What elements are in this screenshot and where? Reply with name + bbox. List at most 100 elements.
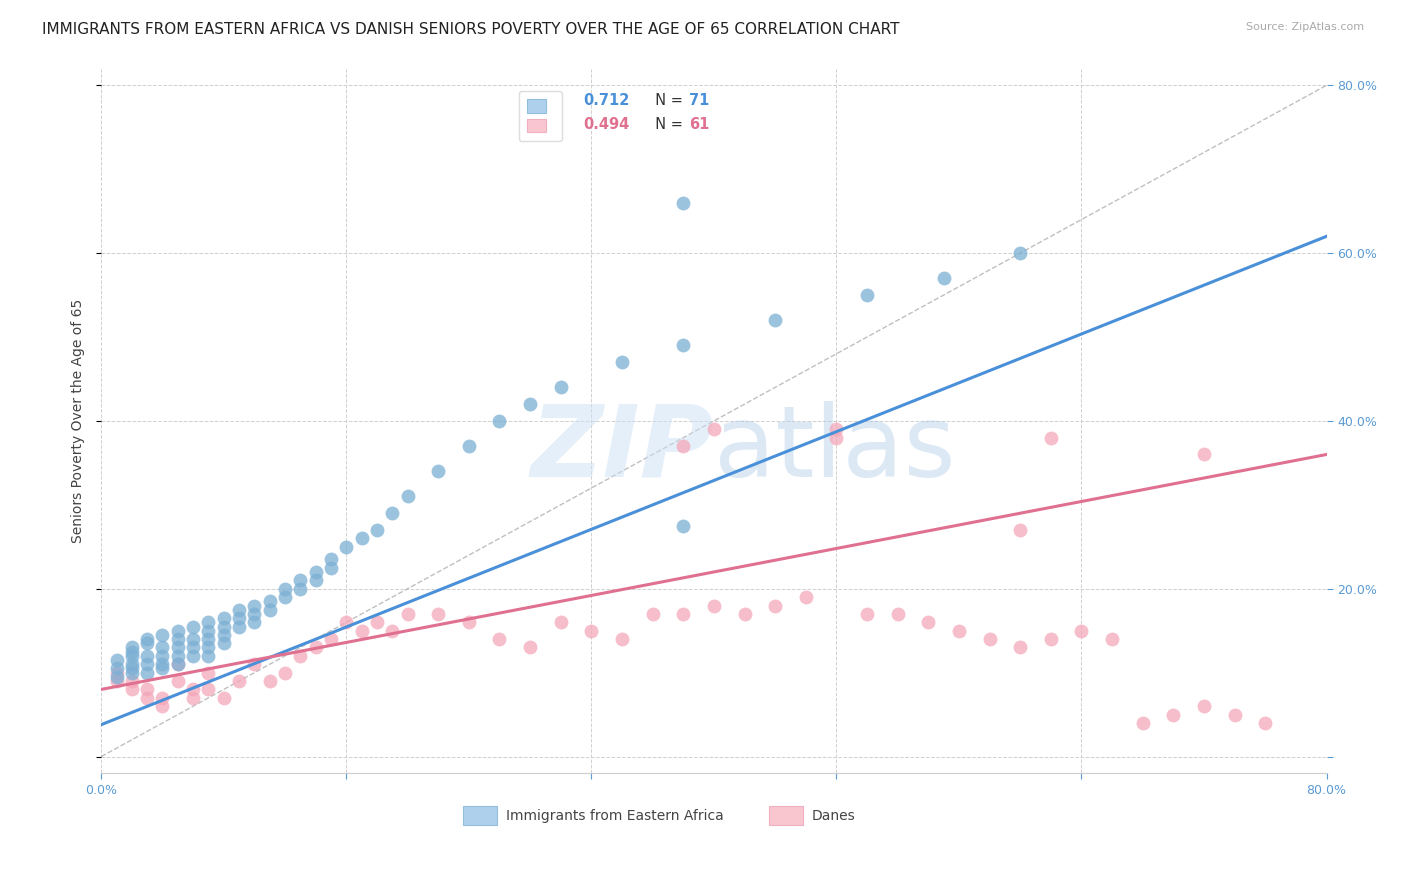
Point	[734, 607, 756, 621]
Point	[212, 636, 235, 650]
Point	[427, 607, 450, 621]
Point	[166, 674, 188, 689]
Point	[105, 661, 128, 675]
Point	[304, 640, 326, 655]
Text: 61: 61	[689, 118, 710, 132]
Point	[396, 607, 419, 621]
Point	[259, 603, 281, 617]
Point	[350, 624, 373, 638]
Point	[366, 615, 388, 630]
Point	[319, 552, 342, 566]
Point	[1223, 707, 1246, 722]
Point	[105, 674, 128, 689]
Point	[641, 607, 664, 621]
Point	[166, 657, 188, 672]
Point	[166, 624, 188, 638]
Point	[396, 490, 419, 504]
Point	[212, 690, 235, 705]
Point	[212, 619, 235, 633]
FancyBboxPatch shape	[769, 806, 803, 825]
Point	[228, 619, 250, 633]
Text: atlas: atlas	[714, 401, 956, 498]
Point	[457, 615, 479, 630]
Point	[152, 661, 174, 675]
Point	[212, 611, 235, 625]
Point	[259, 594, 281, 608]
Point	[197, 615, 219, 630]
Text: N =: N =	[647, 118, 688, 132]
Point	[274, 590, 297, 604]
Text: N =: N =	[647, 93, 688, 108]
Point	[672, 518, 695, 533]
Point	[1070, 624, 1092, 638]
Point	[274, 582, 297, 596]
Point	[212, 628, 235, 642]
Point	[197, 665, 219, 680]
Text: R =: R =	[536, 93, 568, 108]
Point	[290, 582, 312, 596]
Point	[672, 195, 695, 210]
Point	[581, 624, 603, 638]
Point	[672, 439, 695, 453]
Point	[197, 624, 219, 638]
Text: R =: R =	[536, 118, 568, 132]
Text: IMMIGRANTS FROM EASTERN AFRICA VS DANISH SENIORS POVERTY OVER THE AGE OF 65 CORR: IMMIGRANTS FROM EASTERN AFRICA VS DANISH…	[42, 22, 900, 37]
Point	[121, 657, 143, 672]
Point	[350, 532, 373, 546]
Point	[1039, 431, 1062, 445]
Text: 0.494: 0.494	[582, 118, 628, 132]
Point	[197, 640, 219, 655]
FancyBboxPatch shape	[463, 806, 496, 825]
Point	[381, 506, 404, 520]
Text: ZIP: ZIP	[531, 401, 714, 498]
Text: 71: 71	[689, 93, 710, 108]
Point	[152, 657, 174, 672]
Point	[381, 624, 404, 638]
Point	[979, 632, 1001, 646]
Point	[519, 640, 541, 655]
Point	[152, 690, 174, 705]
Point	[259, 674, 281, 689]
Point	[105, 665, 128, 680]
Point	[243, 607, 266, 621]
Point	[121, 640, 143, 655]
Point	[550, 380, 572, 394]
Point	[519, 397, 541, 411]
Point	[136, 690, 159, 705]
Point	[672, 607, 695, 621]
Point	[319, 632, 342, 646]
Point	[488, 414, 510, 428]
Point	[703, 599, 725, 613]
Point	[825, 431, 848, 445]
Point	[136, 648, 159, 663]
Point	[319, 561, 342, 575]
Point	[121, 674, 143, 689]
Point	[703, 422, 725, 436]
Point	[1163, 707, 1185, 722]
Point	[181, 619, 204, 633]
Point	[181, 632, 204, 646]
Point	[335, 615, 357, 630]
Point	[243, 657, 266, 672]
Y-axis label: Seniors Poverty Over the Age of 65: Seniors Poverty Over the Age of 65	[72, 299, 86, 543]
Text: Danes: Danes	[811, 809, 856, 822]
Point	[1010, 523, 1032, 537]
Point	[181, 648, 204, 663]
Point	[243, 599, 266, 613]
Point	[166, 632, 188, 646]
Point	[457, 439, 479, 453]
Point	[152, 699, 174, 714]
Point	[152, 648, 174, 663]
Point	[1132, 716, 1154, 731]
Point	[304, 574, 326, 588]
Point	[763, 599, 786, 613]
Point	[932, 271, 955, 285]
Point	[488, 632, 510, 646]
Point	[136, 632, 159, 646]
Point	[856, 288, 879, 302]
Point	[948, 624, 970, 638]
Point	[228, 611, 250, 625]
Point	[166, 640, 188, 655]
Point	[274, 665, 297, 680]
Point	[1254, 716, 1277, 731]
